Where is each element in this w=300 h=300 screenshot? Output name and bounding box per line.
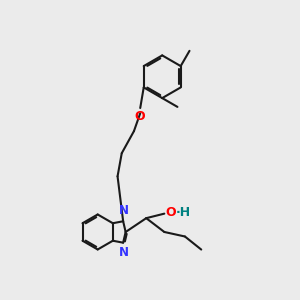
Text: O: O xyxy=(134,110,145,123)
Text: O: O xyxy=(166,206,176,219)
Text: ·H: ·H xyxy=(176,206,191,219)
Text: N: N xyxy=(119,246,129,259)
Text: N: N xyxy=(119,204,129,217)
